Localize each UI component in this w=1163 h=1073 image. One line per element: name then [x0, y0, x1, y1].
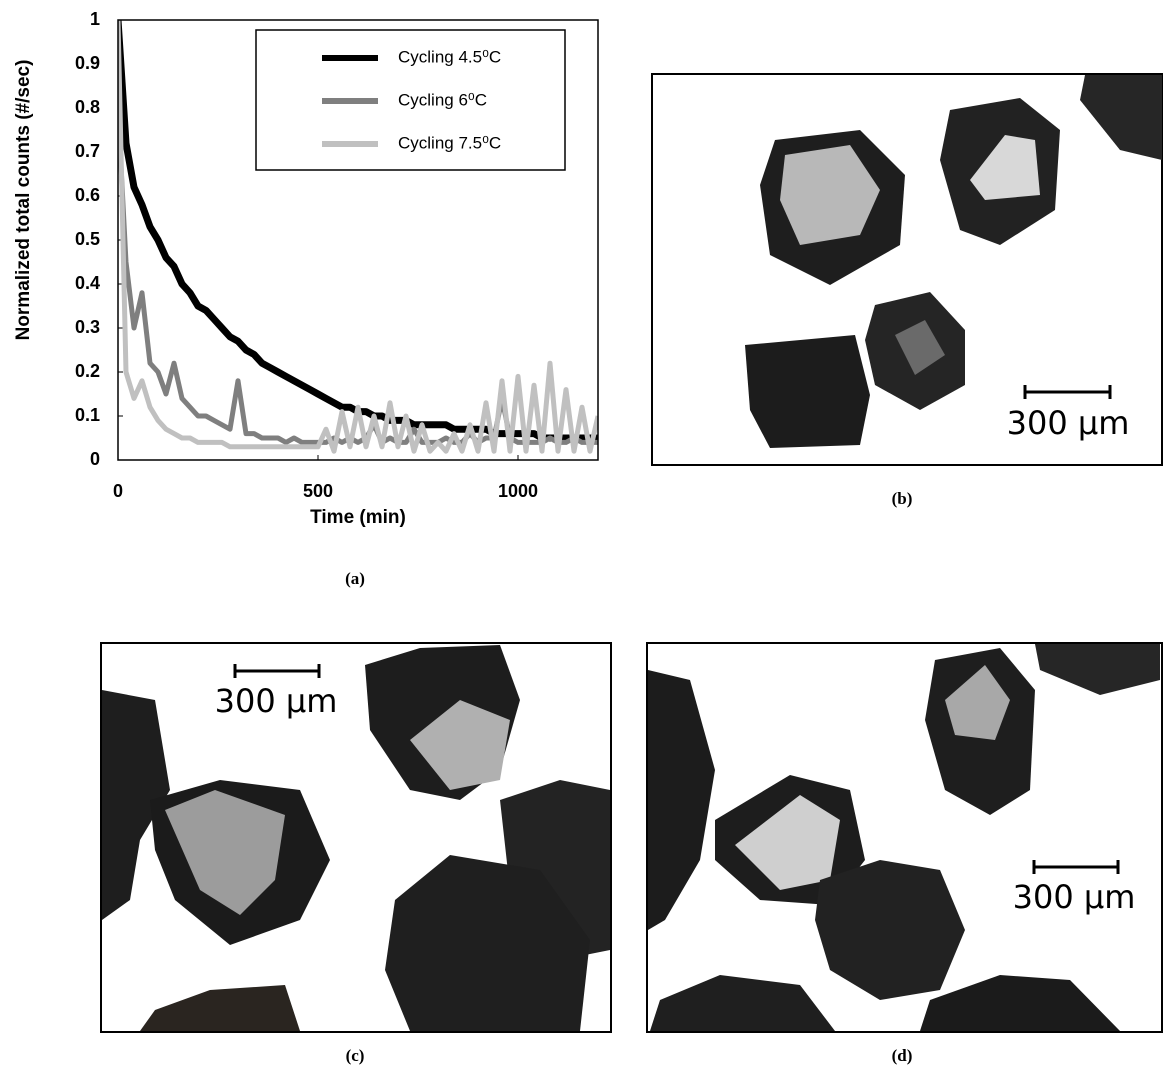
scale-bar-label: 300 µm: [1007, 404, 1130, 442]
y-tick-label: 0.3: [75, 317, 100, 337]
figure: 300 µm 300 µm 300 µm (a) (b) (c) (d: [0, 0, 1163, 1068]
y-tick-label: 0: [90, 449, 100, 469]
micrograph-c: 300 µm: [101, 643, 611, 1032]
x-axis-label: Time (min): [310, 507, 406, 528]
y-tick-label: 1: [90, 9, 100, 29]
page: {"chart_data": {"type": "line", "xlabel"…: [0, 0, 1163, 1068]
y-axis-label: Normalized total counts (#/sec): [13, 60, 34, 341]
legend-label: Cycling 6⁰C: [398, 90, 487, 109]
x-tick-label: 500: [303, 481, 333, 501]
scale-bar-label: 300 µm: [215, 682, 338, 720]
y-tick-label: 0.1: [75, 405, 100, 425]
y-tick-label: 0.8: [75, 97, 100, 117]
y-tick-label: 0.2: [75, 361, 100, 381]
scale-bar-label: 300 µm: [1013, 878, 1136, 916]
x-tick-label: 0: [113, 481, 123, 501]
micrograph-d: 300 µm: [647, 643, 1162, 1032]
x-tick-label: 1000: [498, 481, 538, 501]
y-tick-label: 0.4: [75, 273, 100, 293]
y-tick-label: 0.9: [75, 53, 100, 73]
y-tick-label: 0.6: [75, 185, 100, 205]
caption: (c): [346, 1046, 365, 1065]
micrograph-b: 300 µm: [652, 74, 1162, 465]
y-tick-label: 0.5: [75, 229, 100, 249]
caption: (a): [345, 569, 365, 588]
legend-label: Cycling 7.5⁰C: [398, 133, 501, 152]
caption: (d): [892, 1046, 913, 1065]
legend-label: Cycling 4.5⁰C: [398, 47, 501, 66]
caption: (b): [892, 489, 913, 508]
y-tick-label: 0.7: [75, 141, 100, 161]
